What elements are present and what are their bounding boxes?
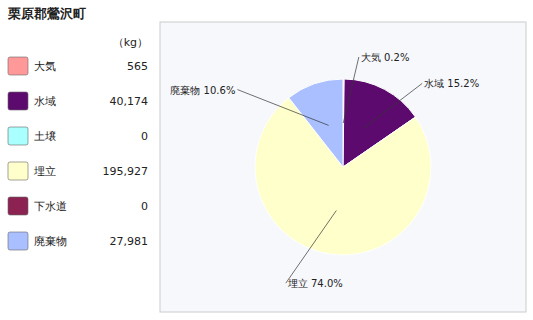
- legend-value: 0: [141, 130, 148, 143]
- annotation-leader: [286, 210, 337, 283]
- legend-value: 0: [141, 200, 148, 213]
- legend-header: （kg）: [113, 36, 148, 49]
- legend-label: 水域: [34, 95, 56, 108]
- legend-label: 埋立: [33, 165, 56, 178]
- legend-swatch: [8, 127, 28, 145]
- pie-slice: [289, 79, 343, 167]
- legend-swatch: [8, 57, 28, 75]
- slice-label: 廃棄物 10.6%: [170, 85, 235, 96]
- annotations: 大気 0.2% 水域 15.2% 埋立 74.0% 廃棄物 10.6%: [170, 52, 479, 289]
- pie-slices: [255, 79, 431, 255]
- slice-label: 水域 15.2%: [424, 78, 479, 89]
- legend-swatch: [8, 162, 28, 180]
- annotation-leader: [237, 90, 328, 126]
- chart-title: 栗原郡鶯沢町: [7, 6, 86, 21]
- legend-value: 565: [127, 60, 148, 73]
- legend-label: 大気: [34, 60, 56, 73]
- legend-value: 40,174: [110, 95, 149, 108]
- legend: （kg） 大気 565 水域 40,174 土壌 0 埋立 195,927 下水道 0 廃棄物 27,9…: [8, 36, 148, 250]
- chart-svg: 栗原郡鶯沢町 （kg） 大気 565 水域 40,174 土壌 0 埋立 195,927 下水道 0 廃…: [0, 0, 533, 320]
- legend-swatch: [8, 92, 28, 110]
- slice-label: 大気 0.2%: [361, 52, 410, 63]
- plot-area: [160, 22, 526, 312]
- legend-label: 廃棄物: [34, 235, 67, 248]
- legend-value: 27,981: [110, 235, 149, 248]
- legend-label: 土壌: [34, 130, 56, 143]
- legend-value: 195,927: [103, 165, 149, 178]
- legend-label: 下水道: [34, 200, 67, 213]
- slice-label: 埋立 74.0%: [287, 278, 343, 289]
- annotation-leader: [343, 57, 359, 123]
- annotation-leader: [364, 83, 422, 128]
- chart-root: 栗原郡鶯沢町 （kg） 大気 565 水域 40,174 土壌 0 埋立 195,927 下水道 0 廃…: [0, 0, 533, 320]
- legend-swatch: [8, 197, 28, 215]
- legend-swatch: [8, 232, 28, 250]
